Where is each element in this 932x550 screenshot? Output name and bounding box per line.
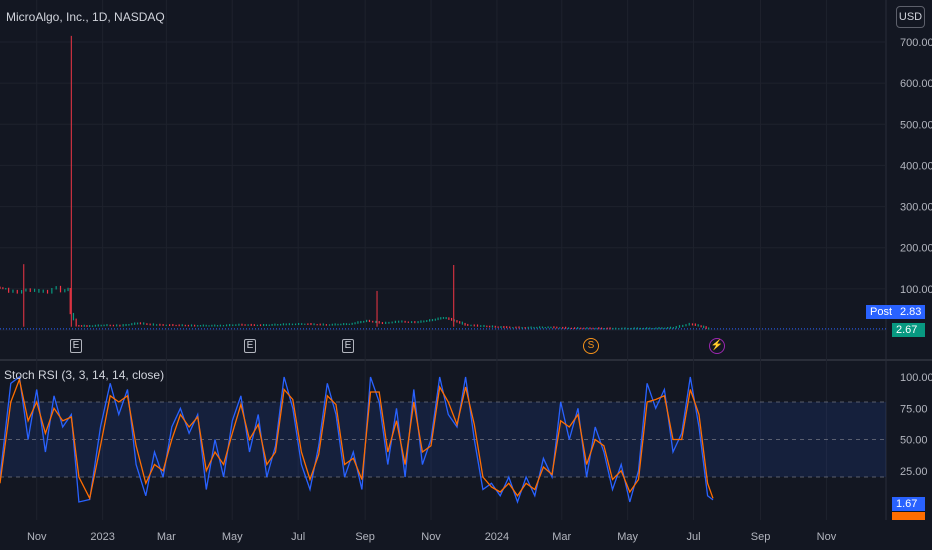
dividend-event-icon[interactable]: S (583, 338, 599, 354)
last-price-tag: 2.67 (892, 323, 925, 337)
stoch-k-value-tag: 1.67 (892, 497, 925, 511)
price-tick-label: 100.00 (900, 284, 932, 296)
stoch-tick-label: 75.00 (900, 403, 928, 415)
time-tick-label: May (617, 531, 638, 543)
stoch-d-line (0, 377, 714, 501)
earnings-event-icon[interactable]: E (244, 339, 256, 353)
price-tick-label: 400.00 (900, 160, 932, 172)
price-tick-label: 700.00 (900, 37, 932, 49)
time-tick-label: Nov (421, 531, 441, 543)
split-event-icon[interactable]: ⚡ (709, 338, 725, 354)
time-tick-label: Sep (751, 531, 771, 543)
currency-button[interactable]: USD (896, 6, 925, 28)
time-tick-label: Mar (157, 531, 176, 543)
post-market-label: Post (866, 305, 897, 319)
time-tick-label: 2023 (90, 531, 114, 543)
indicator-title: Stoch RSI (3, 3, 14, 14, close) (4, 368, 165, 382)
earnings-event-icon[interactable]: E (70, 339, 82, 353)
time-tick-label: Sep (355, 531, 375, 543)
price-tick-label: 200.00 (900, 243, 932, 255)
chart-title: MicroAlgo, Inc., 1D, NASDAQ (6, 10, 165, 24)
post-market-price-tag: 2.83 (896, 305, 925, 319)
time-tick-label: Jul (291, 531, 305, 543)
stoch-tick-label: 50.00 (900, 435, 928, 447)
price-tick-label: 300.00 (900, 202, 932, 214)
stoch-d-value-tag (892, 512, 925, 520)
time-tick-label: May (222, 531, 243, 543)
stoch-tick-label: 25.00 (900, 466, 928, 478)
time-tick-label: Nov (817, 531, 837, 543)
stoch-tick-label: 100.00 (900, 372, 932, 384)
price-tick-label: 500.00 (900, 119, 932, 131)
price-tick-label: 600.00 (900, 78, 932, 90)
time-tick-label: 2024 (485, 531, 509, 543)
time-tick-label: Jul (687, 531, 701, 543)
time-tick-label: Nov (27, 531, 47, 543)
earnings-event-icon[interactable]: E (342, 339, 354, 353)
time-tick-label: Mar (552, 531, 571, 543)
